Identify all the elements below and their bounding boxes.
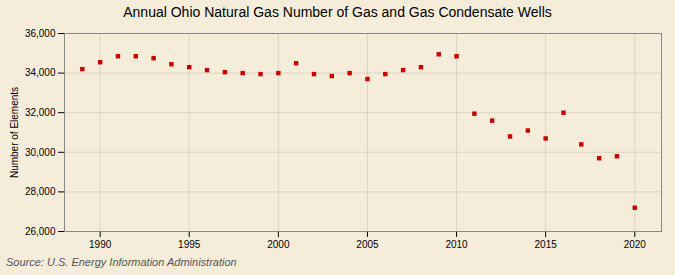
svg-text:Number of Elements: Number of Elements (9, 87, 20, 178)
svg-text:36,000: 36,000 (25, 28, 56, 39)
svg-text:28,000: 28,000 (25, 186, 56, 197)
html-text:Source: U.S. Energy Informatio: Source: U.S. Energy Information Administ… (6, 256, 237, 268)
svg-text:2020: 2020 (624, 239, 647, 250)
svg-text:1990: 1990 (89, 239, 112, 250)
svg-text:26,000: 26,000 (25, 226, 56, 237)
svg-text:2010: 2010 (445, 239, 468, 250)
svg-text:2015: 2015 (535, 239, 558, 250)
svg-text:30,000: 30,000 (25, 147, 56, 158)
svg-text:34,000: 34,000 (25, 67, 56, 78)
svg-text:2000: 2000 (267, 239, 290, 250)
svg-text:2005: 2005 (356, 239, 379, 250)
html-text:Annual Ohio Natural Gas Number: Annual Ohio Natural Gas Number of Gas an… (123, 4, 552, 20)
svg-text:32,000: 32,000 (25, 107, 56, 118)
svg-text:1995: 1995 (178, 239, 201, 250)
